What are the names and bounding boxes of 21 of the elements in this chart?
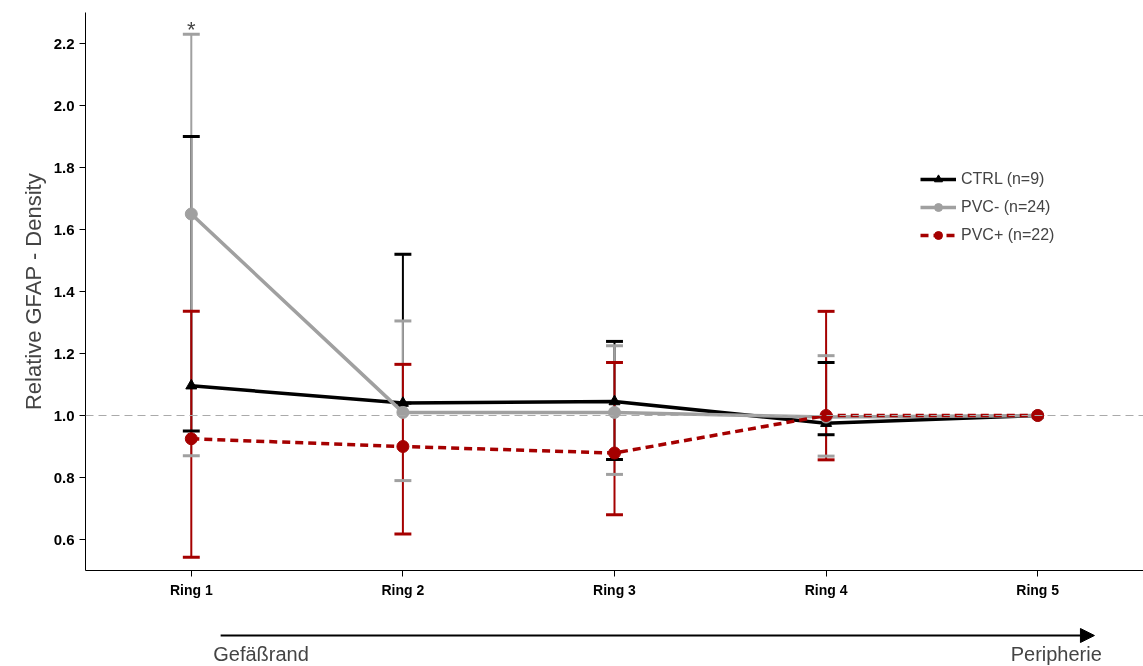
y-tick-label: 2.0 bbox=[53, 96, 75, 114]
x-tick-label: Ring 3 bbox=[593, 581, 637, 598]
y-tick-label: 0.8 bbox=[53, 468, 75, 486]
text: Peripherie bbox=[1010, 642, 1102, 665]
y-tick-label: 1.4 bbox=[53, 282, 76, 300]
legend-label: PVC+ (n=22) bbox=[961, 226, 1055, 244]
annotation: * bbox=[187, 16, 197, 42]
y-tick-label: 1.2 bbox=[53, 344, 75, 362]
x-tick-label: Ring 2 bbox=[381, 581, 425, 598]
y-tick-label: 1.0 bbox=[53, 406, 75, 424]
text: Gefäßrand bbox=[213, 642, 309, 665]
y-tick-label: 1.8 bbox=[53, 158, 75, 176]
x-tick-label: Ring 5 bbox=[1016, 581, 1060, 598]
y-axis-title: Relative GFAP - Density bbox=[20, 173, 46, 411]
y-tick-label: 1.6 bbox=[53, 220, 75, 238]
legend-label: CTRL (n=9) bbox=[961, 170, 1045, 188]
x-tick-label: Ring 4 bbox=[804, 581, 848, 598]
x-tick-label: Ring 1 bbox=[169, 581, 213, 598]
y-tick-label: 0.6 bbox=[53, 530, 75, 548]
legend-label: PVC- (n=24) bbox=[961, 198, 1051, 216]
y-tick-label: 2.2 bbox=[53, 34, 75, 52]
